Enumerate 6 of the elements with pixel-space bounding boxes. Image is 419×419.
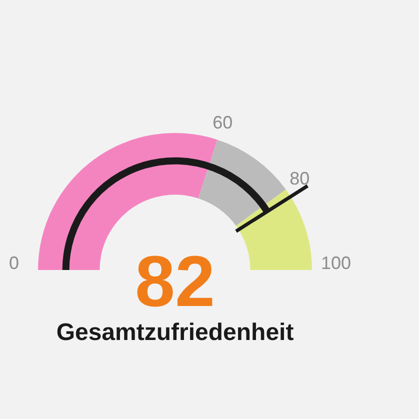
text: 0 <box>8 252 20 273</box>
text: Gesamtzufriedenheit <box>56 319 294 346</box>
text: 100 <box>320 252 352 273</box>
text: 80 <box>290 168 310 188</box>
text: 60 <box>212 112 233 133</box>
text: 82 <box>134 242 216 322</box>
